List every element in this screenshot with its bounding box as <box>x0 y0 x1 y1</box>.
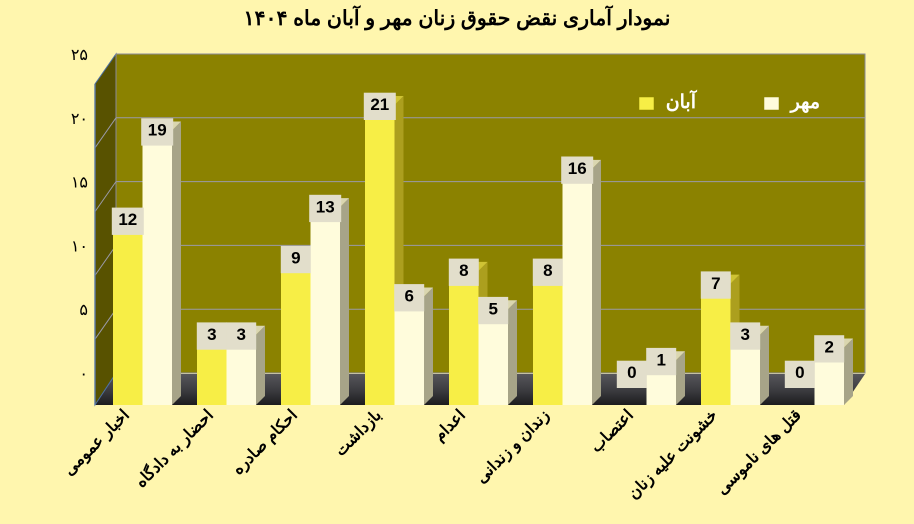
svg-text:8: 8 <box>459 261 468 280</box>
svg-text:1: 1 <box>656 350 665 369</box>
svg-text:۲۵: ۲۵ <box>71 47 88 64</box>
svg-text:2: 2 <box>824 338 833 357</box>
svg-text:7: 7 <box>711 274 720 293</box>
svg-text:3: 3 <box>740 325 749 344</box>
svg-text:16: 16 <box>568 159 587 178</box>
svg-text:8: 8 <box>543 261 552 280</box>
svg-text:6: 6 <box>404 287 413 306</box>
svg-text:اخبار عمومی: اخبار عمومی <box>61 407 134 480</box>
svg-text:بازداشت: بازداشت <box>332 407 386 461</box>
svg-text:3: 3 <box>207 325 216 344</box>
svg-text:۱۵: ۱۵ <box>71 175 88 192</box>
svg-text:۵: ۵ <box>79 302 88 319</box>
svg-text:0: 0 <box>795 363 804 382</box>
svg-text:19: 19 <box>148 121 167 140</box>
svg-text:۲۰: ۲۰ <box>71 111 88 128</box>
svg-text:اعدام: اعدام <box>431 407 470 446</box>
svg-text:قتل های ناموسی: قتل های ناموسی <box>714 407 806 499</box>
svg-text:احضار به دادگاه: احضار به دادگاه <box>131 405 217 491</box>
svg-text:زندان و زندانی: زندان و زندانی <box>473 407 554 488</box>
svg-text:21: 21 <box>370 95 389 114</box>
svg-text:0: 0 <box>627 363 636 382</box>
svg-text:9: 9 <box>291 248 300 267</box>
svg-text:5: 5 <box>488 299 497 318</box>
svg-text:اعتصاب: اعتصاب <box>588 407 637 456</box>
svg-text:آبان: آبان <box>666 89 698 113</box>
svg-text:خشونت علیه زنان: خشونت علیه زنان <box>625 407 722 504</box>
svg-text:12: 12 <box>118 210 137 229</box>
svg-text:احکام صادره: احکام صادره <box>229 407 301 479</box>
svg-text:مهر: مهر <box>789 92 820 113</box>
svg-text:۱۰: ۱۰ <box>71 238 88 255</box>
svg-text:3: 3 <box>236 325 245 344</box>
svg-text:13: 13 <box>316 197 335 216</box>
svg-text:۰: ۰ <box>79 366 88 383</box>
